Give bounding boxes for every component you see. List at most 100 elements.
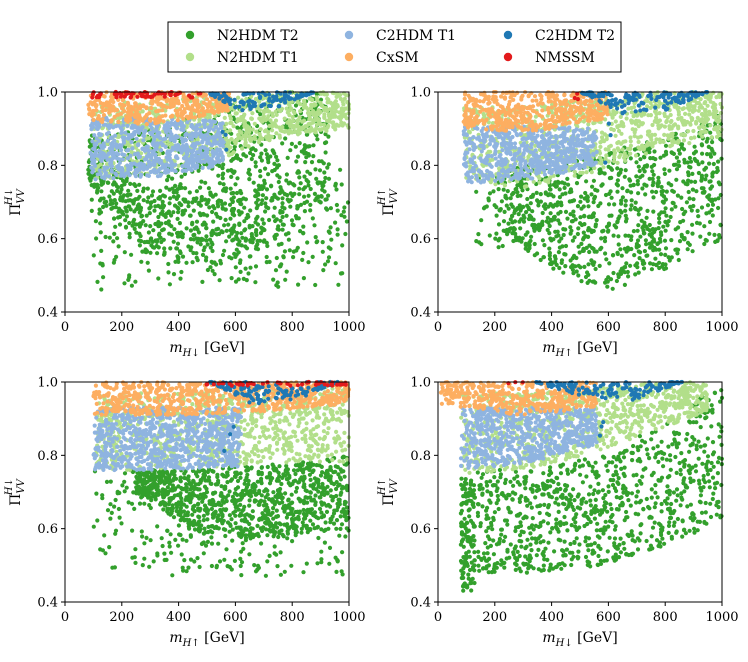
data-point xyxy=(231,208,236,213)
data-point xyxy=(296,128,301,133)
data-point xyxy=(144,112,149,117)
data-point xyxy=(99,189,104,194)
data-point xyxy=(103,171,109,176)
data-point xyxy=(294,93,300,98)
data-point xyxy=(311,143,316,148)
data-point xyxy=(242,120,247,125)
data-point xyxy=(629,110,634,115)
data-point xyxy=(97,168,102,173)
data-point xyxy=(611,270,616,276)
data-point xyxy=(710,213,715,218)
data-point xyxy=(224,147,229,152)
data-point xyxy=(568,231,573,236)
data-point xyxy=(338,167,343,172)
data-point xyxy=(582,264,587,269)
data-point xyxy=(139,127,144,133)
data-point xyxy=(306,144,311,149)
data-point xyxy=(508,196,513,201)
data-point xyxy=(128,198,133,203)
data-point xyxy=(607,261,612,266)
data-point xyxy=(240,235,245,240)
data-point xyxy=(253,220,258,225)
data-point xyxy=(636,270,641,275)
data-point xyxy=(207,115,212,120)
data-point xyxy=(689,208,694,213)
data-point xyxy=(196,230,201,235)
data-point xyxy=(602,171,607,176)
data-point xyxy=(624,116,629,121)
data-point xyxy=(199,194,204,200)
data-point xyxy=(184,142,189,147)
data-point xyxy=(119,148,124,153)
data-point xyxy=(663,252,668,257)
data-point xyxy=(693,158,698,163)
data-point xyxy=(562,185,567,190)
data-point xyxy=(195,98,200,103)
data-point xyxy=(257,95,263,100)
data-point xyxy=(563,264,568,269)
data-point xyxy=(555,179,561,184)
data-point xyxy=(258,112,263,117)
data-point xyxy=(197,114,202,119)
data-point xyxy=(135,188,140,193)
data-point xyxy=(548,261,553,266)
data-point xyxy=(585,198,590,203)
data-point xyxy=(338,92,343,97)
data-point xyxy=(275,226,280,232)
data-point xyxy=(93,219,98,224)
data-point xyxy=(203,180,208,185)
data-point xyxy=(251,236,256,241)
legend-item-c2hdm-t1: C2HDM T1 xyxy=(344,28,456,44)
data-point xyxy=(183,164,188,169)
data-point xyxy=(620,186,625,191)
data-point xyxy=(659,232,664,238)
data-point xyxy=(234,153,239,158)
data-point xyxy=(244,131,249,136)
data-point xyxy=(116,119,121,124)
data-point xyxy=(240,115,246,120)
data-point xyxy=(202,220,207,225)
data-point xyxy=(210,260,215,265)
data-point xyxy=(493,236,498,241)
data-point xyxy=(138,173,143,178)
data-point xyxy=(152,117,157,122)
data-point xyxy=(290,130,295,135)
data-point xyxy=(534,190,539,195)
data-point xyxy=(527,213,532,218)
data-point xyxy=(268,118,273,123)
data-point xyxy=(190,104,195,110)
data-point xyxy=(645,208,650,213)
data-point xyxy=(616,234,621,239)
data-point xyxy=(554,262,559,267)
data-point xyxy=(204,149,209,154)
data-point xyxy=(598,201,603,206)
data-point xyxy=(647,232,652,237)
data-point xyxy=(126,102,131,107)
data-point xyxy=(524,210,529,215)
data-point xyxy=(223,189,228,194)
data-point xyxy=(89,197,94,202)
data-point xyxy=(301,224,306,229)
data-point xyxy=(247,167,252,172)
data-point xyxy=(170,114,175,119)
data-point xyxy=(690,222,695,227)
data-point xyxy=(709,146,714,151)
data-point xyxy=(292,183,297,188)
data-point xyxy=(661,224,666,229)
data-point xyxy=(191,250,196,256)
data-point xyxy=(219,150,224,155)
data-point xyxy=(142,240,147,245)
data-point xyxy=(284,178,289,183)
data-point xyxy=(188,228,193,233)
data-point xyxy=(238,269,243,274)
data-point xyxy=(310,216,315,221)
data-point xyxy=(545,227,550,233)
data-point xyxy=(236,132,241,137)
data-point xyxy=(505,189,510,194)
data-point xyxy=(159,148,164,153)
data-point xyxy=(548,202,553,207)
data-point xyxy=(642,155,647,160)
data-point xyxy=(258,174,263,179)
data-point xyxy=(195,258,200,263)
